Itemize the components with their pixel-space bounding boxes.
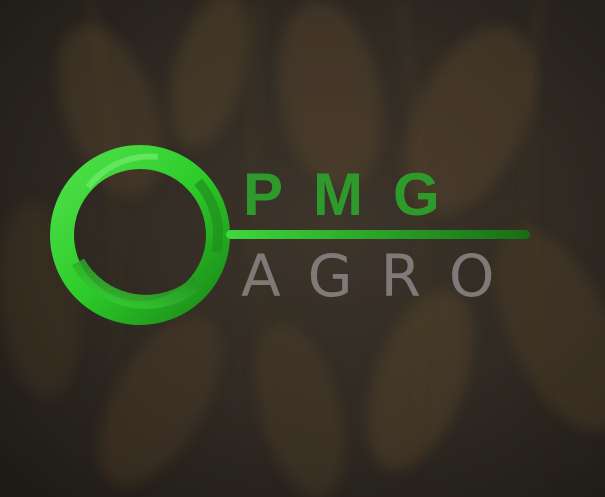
logo-underline xyxy=(226,230,530,239)
green-ring-icon xyxy=(50,145,230,325)
brand-name-agro: AGRO xyxy=(241,242,523,310)
brand-name-pmg: PMG xyxy=(243,161,470,228)
